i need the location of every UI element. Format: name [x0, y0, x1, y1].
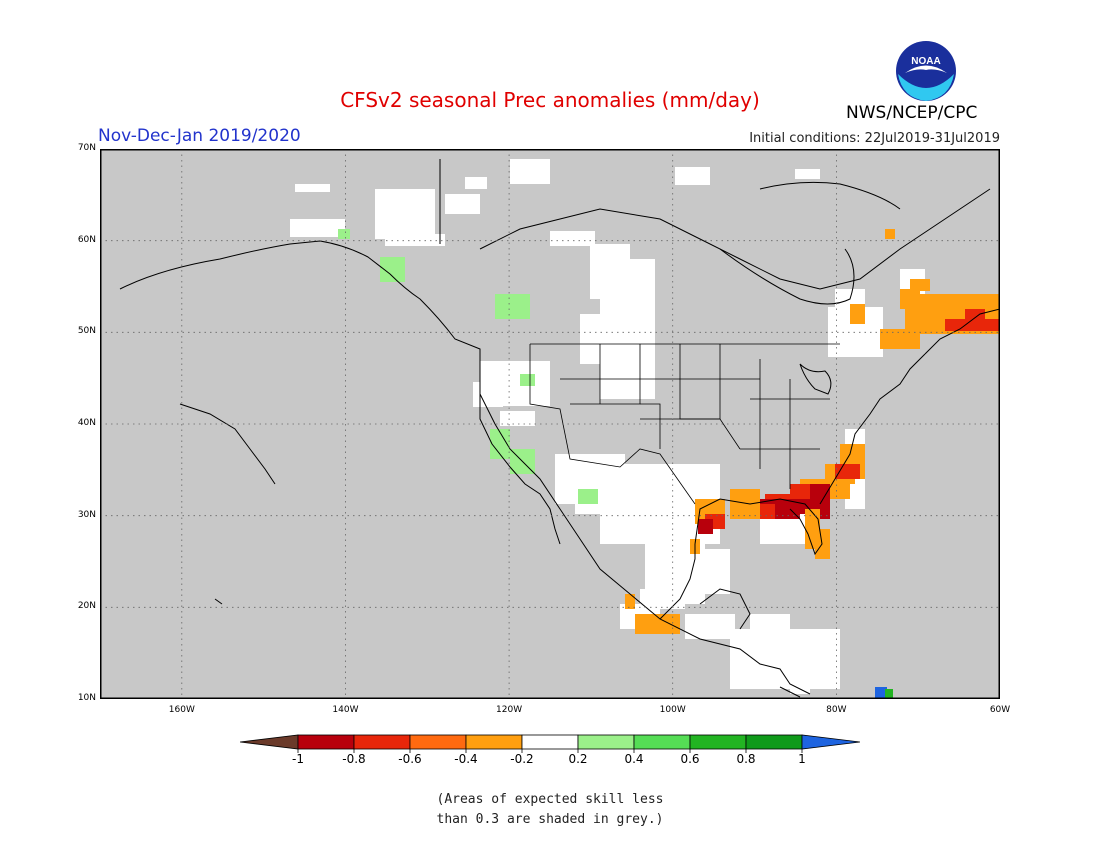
initial-conditions: Initial conditions: 22Jul2019-31Jul2019 — [749, 131, 1000, 146]
noaa-logo: NOAA — [896, 41, 956, 101]
colorbar — [240, 734, 860, 753]
colorbar-segment — [353, 734, 411, 750]
lon-tick-label: 100W — [659, 705, 686, 715]
lat-tick-label: 50N — [77, 326, 96, 337]
map-title: CFSv2 seasonal Prec anomalies (mm/day) — [340, 88, 760, 112]
forecast-period: Nov-Dec-Jan 2019/2020 — [98, 126, 301, 146]
lon-tick-label: 80W — [826, 705, 847, 715]
noaa-logo-text: NOAA — [911, 56, 940, 67]
lat-tick-label: 60N — [77, 234, 96, 245]
colorbar-label: -0.4 — [454, 752, 478, 766]
colorbar-label: 0.2 — [568, 752, 588, 766]
political-boundaries — [529, 343, 840, 505]
colorbar-label: 0.6 — [680, 752, 700, 766]
lon-tick-label: 60W — [989, 705, 1011, 715]
colorbar-label: 0.8 — [736, 752, 756, 766]
colorbar-label: -0.2 — [510, 752, 534, 766]
colorbar-label: 0.4 — [624, 752, 644, 766]
colorbar-high-arrow — [801, 734, 860, 750]
lat-tick-label: 70N — [77, 143, 96, 153]
colorbar-label: -0.6 — [398, 752, 422, 766]
colorbar-segment — [409, 734, 467, 750]
lat-tick-label: 30N — [77, 509, 96, 520]
colorbar-label: -1 — [292, 752, 304, 766]
skill-note-line1: (Areas of expected skill less — [436, 792, 664, 807]
map-frame — [100, 149, 1000, 699]
lat-tick-label: 20N — [77, 601, 96, 612]
colorbar-segment — [297, 734, 355, 750]
colorbar-segment — [745, 734, 803, 750]
colorbar-label: 1 — [798, 752, 806, 766]
colorbar-segment — [633, 734, 691, 750]
lat-tick-label: 40N — [77, 418, 96, 428]
colorbar-segment — [465, 734, 523, 750]
colorbar-low-arrow — [240, 734, 299, 750]
colorbar-label: -0.8 — [342, 752, 366, 766]
anomaly-map — [100, 149, 1000, 699]
colorbar-segment — [689, 734, 747, 750]
colorbar-segment — [577, 734, 635, 750]
lon-tick-label: 160W — [168, 705, 195, 715]
lon-tick-label: 120W — [496, 705, 523, 715]
colorbar-segment — [521, 734, 579, 750]
skill-note-line2: than 0.3 are shaded in grey.) — [436, 812, 664, 827]
gridlines — [100, 149, 1000, 699]
organization-label: NWS/NCEP/CPC — [846, 103, 978, 123]
negative-anomaly-regions — [625, 229, 1000, 634]
lon-tick-label: 140W — [332, 705, 359, 715]
lat-tick-label: 10N — [77, 693, 96, 703]
coastlines — [119, 159, 1000, 698]
